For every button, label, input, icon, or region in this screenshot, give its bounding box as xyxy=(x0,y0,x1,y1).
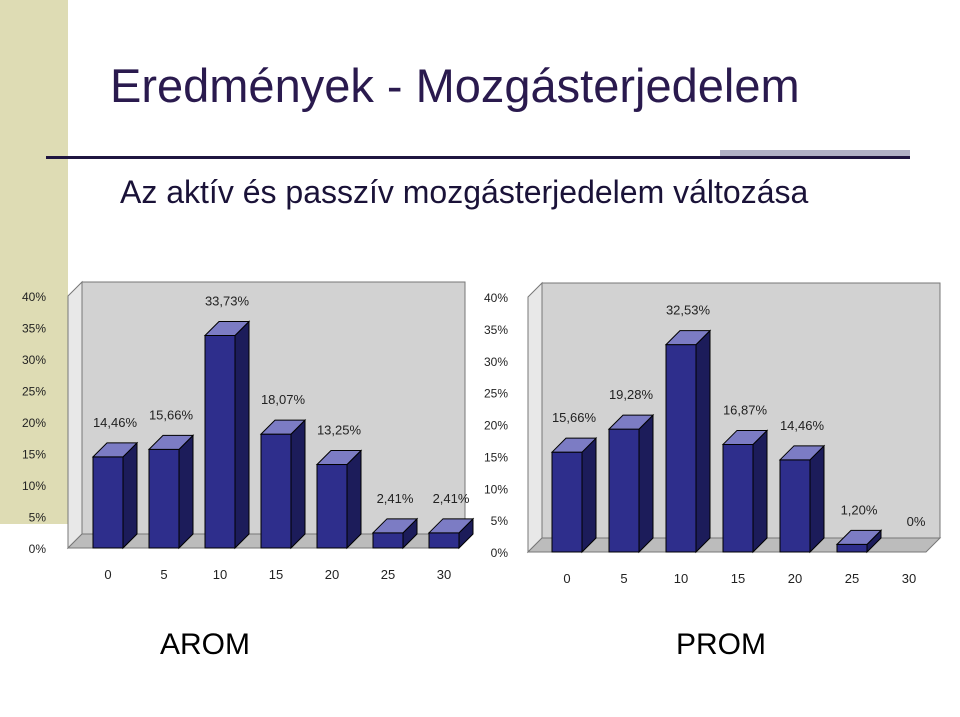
prom-bar xyxy=(778,444,826,554)
prom-bar-front xyxy=(551,451,583,553)
arom-bar-top xyxy=(203,321,251,337)
prom-bar-side xyxy=(752,429,768,554)
prom-value-label: 0% xyxy=(907,514,926,529)
arom-y-tick-label: 30% xyxy=(22,353,46,367)
prom-x-tick-label: 15 xyxy=(731,571,745,586)
arom-y-tick-label: 0% xyxy=(29,542,47,556)
arom-bar-front xyxy=(204,335,236,549)
arom-bar xyxy=(91,441,139,550)
prom-bar-front xyxy=(779,459,811,553)
title-divider xyxy=(46,156,910,159)
slide-subtitle: Az aktív és passzív mozgásterjedelem vál… xyxy=(120,174,809,210)
arom-bar-top xyxy=(259,419,307,435)
prom-y-tick-label: 25% xyxy=(484,387,508,401)
arom-bar-top xyxy=(147,434,195,450)
prom-value-label: 19,28% xyxy=(609,387,654,402)
arom-bar xyxy=(203,320,251,550)
prom-y-tick-label: 0% xyxy=(491,546,509,560)
prom-bar-top xyxy=(664,330,712,346)
prom-x-tick-label: 30 xyxy=(902,571,916,586)
prom-bar-front xyxy=(836,543,868,553)
prom-bar xyxy=(835,529,883,554)
arom-y-tick-label: 20% xyxy=(22,416,46,430)
prom-y-tick-label: 10% xyxy=(484,482,508,496)
prom-bar-top xyxy=(607,414,655,430)
arom-bar xyxy=(427,517,475,550)
arom-value-label: 13,25% xyxy=(317,423,362,438)
slide-title: Eredmények - Mozgásterjedelem xyxy=(110,59,800,112)
arom-caption: AROM xyxy=(160,628,250,661)
prom-bar xyxy=(664,329,712,554)
prom-bar-front xyxy=(665,344,697,553)
arom-y-tick-label: 15% xyxy=(22,448,46,462)
decorative-side-strip xyxy=(0,0,68,524)
prom-bar-top xyxy=(835,529,883,545)
prom-y-tick-label: 40% xyxy=(484,291,508,305)
arom-value-label: 2,41% xyxy=(433,491,470,506)
prom-bar-front xyxy=(722,443,754,553)
arom-bar xyxy=(259,418,307,550)
prom-value-label: 32,53% xyxy=(666,303,711,318)
prom-value-label: 15,66% xyxy=(552,410,597,425)
arom-value-label: 33,73% xyxy=(205,294,250,309)
prom-bar xyxy=(607,413,655,554)
prom-bar-side xyxy=(695,329,711,554)
prom-x-tick-label: 0 xyxy=(563,571,570,586)
arom-bar-top xyxy=(91,442,139,458)
arom-y-tick-label: 25% xyxy=(22,385,46,399)
prom-y-tick-label: 15% xyxy=(484,450,508,464)
prom-bar xyxy=(721,429,769,554)
prom-bar-side xyxy=(638,413,654,554)
prom-y-tick-label: 30% xyxy=(484,355,508,369)
prom-caption: PROM xyxy=(676,628,766,661)
prom-bar-front xyxy=(608,428,640,553)
prom-x-tick-label: 25 xyxy=(845,571,859,586)
prom-y-tick-label: 35% xyxy=(484,323,508,337)
prom-side-wall xyxy=(527,281,543,554)
arom-y-tick-label: 10% xyxy=(22,479,46,493)
prom-bar xyxy=(550,436,598,554)
prom-y-tick-label: 20% xyxy=(484,419,508,433)
arom-value-label: 18,07% xyxy=(261,392,306,407)
prom-bar-side xyxy=(809,444,825,554)
title-divider-accent xyxy=(720,150,910,156)
arom-bar-top xyxy=(371,518,419,534)
arom-bar-top xyxy=(315,450,363,466)
arom-y-tick-label: 5% xyxy=(29,511,47,525)
prom-bar-side xyxy=(581,436,597,554)
prom-bar-top xyxy=(550,437,598,453)
arom-y-tick-label: 35% xyxy=(22,322,46,336)
prom-bar-top xyxy=(721,429,769,445)
arom-value-label: 14,46% xyxy=(93,415,138,430)
prom-x-tick-label: 20 xyxy=(788,571,802,586)
arom-value-label: 15,66% xyxy=(149,407,194,422)
arom-x-tick-label: 20 xyxy=(325,567,339,582)
prom-value-label: 14,46% xyxy=(780,418,825,433)
arom-y-tick-label: 40% xyxy=(22,290,46,304)
arom-x-tick-label: 5 xyxy=(160,567,167,582)
arom-value-label: 2,41% xyxy=(377,491,414,506)
arom-x-tick-label: 25 xyxy=(381,567,395,582)
arom-x-tick-label: 0 xyxy=(104,567,111,582)
prom-bar-top xyxy=(778,445,826,461)
arom-bar-top xyxy=(427,518,475,534)
prom-x-tick-label: 5 xyxy=(620,571,627,586)
arom-x-tick-label: 15 xyxy=(269,567,283,582)
arom-x-tick-label: 10 xyxy=(213,567,227,582)
prom-value-label: 1,20% xyxy=(841,502,878,517)
prom-x-tick-label: 10 xyxy=(674,571,688,586)
prom-y-tick-label: 5% xyxy=(491,514,509,528)
arom-x-tick-label: 30 xyxy=(437,567,451,582)
arom-bar xyxy=(371,517,419,550)
prom-value-label: 16,87% xyxy=(723,402,768,417)
arom-bar xyxy=(315,449,363,550)
arom-bar xyxy=(147,434,195,550)
